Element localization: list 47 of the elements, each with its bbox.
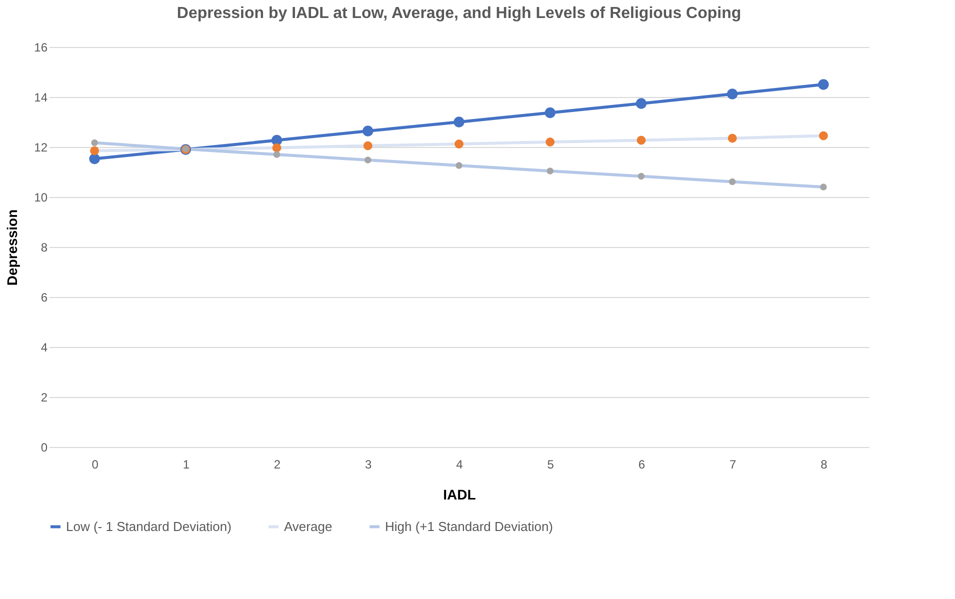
point <box>89 153 100 164</box>
point <box>273 151 280 158</box>
point <box>544 107 556 118</box>
point <box>363 141 372 150</box>
point <box>726 88 738 100</box>
y-tick-label: 6 <box>40 290 48 304</box>
point <box>454 140 464 148</box>
point <box>91 139 98 146</box>
point <box>728 178 736 186</box>
point <box>90 146 100 156</box>
y-tick-label: 10 <box>34 190 48 204</box>
x-tick-label: 7 <box>729 458 736 472</box>
x-tick-label: 4 <box>456 458 464 472</box>
y-tick-label: 8 <box>40 240 48 254</box>
point <box>728 134 737 143</box>
x-tick-label: 2 <box>274 458 281 472</box>
y-tick-label: 2 <box>40 390 48 404</box>
y-tick-label: 16 <box>34 40 48 54</box>
point <box>818 79 829 90</box>
point <box>364 156 372 164</box>
point <box>456 162 462 169</box>
y-tick-label: 4 <box>40 340 48 354</box>
point <box>272 143 282 152</box>
point <box>636 136 646 145</box>
x-tick-label: 5 <box>547 458 554 472</box>
y-tick-label: 14 <box>34 90 48 104</box>
x-tick-label: 1 <box>182 458 190 472</box>
legend-label: Average <box>284 518 332 534</box>
y-tick-label: 12 <box>34 140 48 154</box>
x-tick-label: 3 <box>365 458 372 472</box>
point <box>636 98 647 109</box>
point <box>820 184 827 190</box>
point <box>546 138 555 146</box>
x-tick-label: 0 <box>92 458 99 472</box>
point <box>454 116 464 128</box>
x-axis-title: IADL <box>443 486 476 502</box>
point <box>638 172 645 180</box>
point <box>818 131 828 140</box>
y-tick-label: 0 <box>40 440 48 454</box>
chart-title: Depression by IADL at Low, Average, and High Levels of Religious Coping <box>176 5 742 22</box>
x-tick-label: 8 <box>820 458 828 472</box>
legend-label: Low (- 1 Standard Deviation) <box>66 518 232 534</box>
point <box>362 126 374 136</box>
x-tick-label: 6 <box>638 458 646 472</box>
y-axis-title: Depression <box>4 209 20 286</box>
legend-label: High (+1 Standard Deviation) <box>385 518 554 534</box>
point <box>546 168 554 174</box>
